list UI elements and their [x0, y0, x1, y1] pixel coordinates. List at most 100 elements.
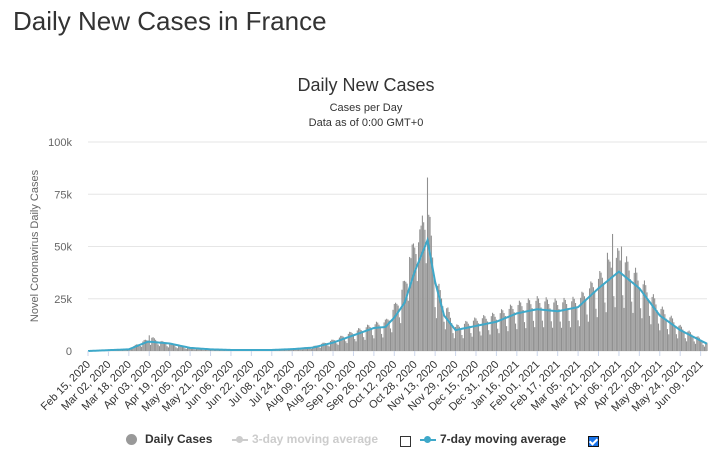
daily-cases-bar[interactable] [691, 334, 693, 351]
daily-cases-bar[interactable] [686, 341, 688, 351]
daily-cases-bar[interactable] [158, 346, 161, 351]
daily-cases-bar[interactable] [665, 318, 667, 351]
daily-cases-bar[interactable] [328, 346, 330, 351]
daily-cases-bar[interactable] [549, 308, 551, 351]
daily-cases-bar[interactable] [310, 348, 312, 351]
daily-cases-bar[interactable] [555, 300, 557, 351]
daily-cases-bar[interactable] [176, 348, 178, 351]
daily-cases-bar[interactable] [612, 233, 614, 351]
daily-cases-bar[interactable] [414, 247, 416, 351]
daily-cases-bar[interactable] [323, 342, 325, 351]
daily-cases-bar[interactable] [447, 307, 449, 351]
daily-cases-bar[interactable] [389, 328, 392, 351]
daily-cases-bar[interactable] [397, 305, 399, 351]
daily-cases-bar[interactable] [689, 332, 691, 351]
daily-cases-bar[interactable] [440, 298, 443, 351]
daily-cases-bar[interactable] [423, 222, 425, 351]
daily-cases-bar[interactable] [541, 320, 543, 351]
daily-cases-bar[interactable] [312, 346, 314, 351]
daily-cases-bar[interactable] [674, 325, 676, 351]
daily-cases-bar[interactable] [646, 292, 648, 351]
daily-cases-bar[interactable] [642, 284, 644, 351]
daily-cases-bar[interactable] [599, 270, 601, 351]
daily-cases-bar[interactable] [610, 267, 612, 351]
daily-cases-bar[interactable] [553, 302, 555, 351]
3-day-average-checkbox[interactable] [400, 436, 411, 447]
daily-cases-bar[interactable] [299, 348, 301, 351]
daily-cases-bar[interactable] [383, 322, 385, 351]
daily-cases-bar[interactable] [497, 328, 499, 351]
daily-cases-bar[interactable] [198, 348, 200, 351]
daily-cases-bar[interactable] [221, 350, 223, 351]
daily-cases-bar[interactable] [596, 317, 598, 351]
daily-cases-bar[interactable] [573, 298, 575, 351]
daily-cases-bar[interactable] [317, 345, 319, 351]
daily-cases-bar[interactable] [343, 337, 346, 351]
daily-cases-bar[interactable] [543, 327, 545, 351]
daily-cases-bar[interactable] [398, 317, 400, 351]
daily-cases-bar[interactable] [372, 335, 374, 351]
daily-cases-bar[interactable] [503, 313, 505, 351]
daily-cases-bar[interactable] [605, 312, 607, 351]
daily-cases-bar[interactable] [608, 259, 610, 351]
daily-cases-bar[interactable] [651, 296, 653, 351]
daily-cases-bar[interactable] [700, 339, 702, 352]
daily-cases-bar[interactable] [396, 303, 398, 351]
daily-cases-bar[interactable] [692, 336, 694, 351]
daily-cases-bar[interactable] [424, 229, 426, 351]
daily-cases-bar[interactable] [706, 343, 708, 351]
daily-cases-bar[interactable] [174, 345, 176, 351]
daily-cases-bar[interactable] [190, 347, 192, 351]
daily-cases-bar[interactable] [518, 300, 520, 351]
daily-cases-bar[interactable] [586, 314, 588, 351]
daily-cases-bar[interactable] [530, 304, 532, 351]
daily-cases-bar[interactable] [208, 349, 210, 351]
daily-cases-bar[interactable] [647, 299, 649, 351]
daily-cases-bar[interactable] [409, 256, 411, 351]
daily-cases-bar[interactable] [626, 256, 628, 351]
daily-cases-bar[interactable] [673, 322, 675, 351]
daily-cases-bar[interactable] [645, 285, 647, 351]
daily-cases-bar[interactable] [132, 348, 134, 351]
daily-cases-bar[interactable] [402, 281, 404, 351]
daily-cases-bar[interactable] [137, 344, 139, 351]
daily-cases-bar[interactable] [550, 321, 552, 351]
daily-cases-bar[interactable] [141, 346, 143, 351]
daily-cases-bar[interactable] [144, 339, 146, 351]
daily-cases-bar[interactable] [209, 349, 212, 351]
daily-cases-bar[interactable] [321, 343, 323, 351]
daily-cases-bar[interactable] [400, 323, 402, 351]
daily-cases-bar[interactable] [606, 252, 608, 351]
daily-cases-bar[interactable] [369, 327, 371, 351]
daily-cases-bar[interactable] [355, 341, 357, 351]
daily-cases-bar[interactable] [595, 308, 597, 351]
daily-cases-bar[interactable] [435, 318, 437, 351]
daily-cases-bar[interactable] [188, 346, 190, 351]
daily-cases-bar[interactable] [346, 343, 348, 351]
daily-cases-bar[interactable] [336, 343, 338, 351]
daily-cases-bar[interactable] [693, 341, 695, 351]
daily-cases-bar[interactable] [212, 350, 214, 351]
daily-cases-bar[interactable] [179, 345, 181, 351]
daily-cases-bar[interactable] [481, 318, 483, 351]
daily-cases-bar[interactable] [679, 324, 681, 352]
daily-cases-bar[interactable] [370, 328, 372, 351]
daily-cases-bar[interactable] [162, 341, 164, 351]
daily-cases-bar[interactable] [359, 328, 361, 351]
daily-cases-bar[interactable] [484, 316, 486, 351]
daily-cases-bar[interactable] [345, 341, 347, 351]
daily-cases-bar[interactable] [502, 310, 504, 351]
legend-item-7-day-average[interactable]: 7-day moving average [420, 432, 566, 446]
daily-cases-bar[interactable] [592, 287, 594, 351]
daily-cases-bar[interactable] [629, 279, 631, 351]
daily-cases-bar[interactable] [664, 314, 666, 351]
daily-cases-bar[interactable] [577, 320, 579, 351]
daily-cases-bar[interactable] [160, 341, 162, 351]
daily-cases-bar[interactable] [169, 343, 171, 351]
daily-cases-bar[interactable] [515, 323, 517, 351]
daily-cases-bar[interactable] [358, 328, 360, 351]
daily-cases-bar[interactable] [512, 309, 514, 351]
daily-cases-bar[interactable] [467, 323, 469, 351]
daily-cases-bar[interactable] [165, 343, 167, 351]
daily-cases-bar[interactable] [374, 324, 376, 351]
